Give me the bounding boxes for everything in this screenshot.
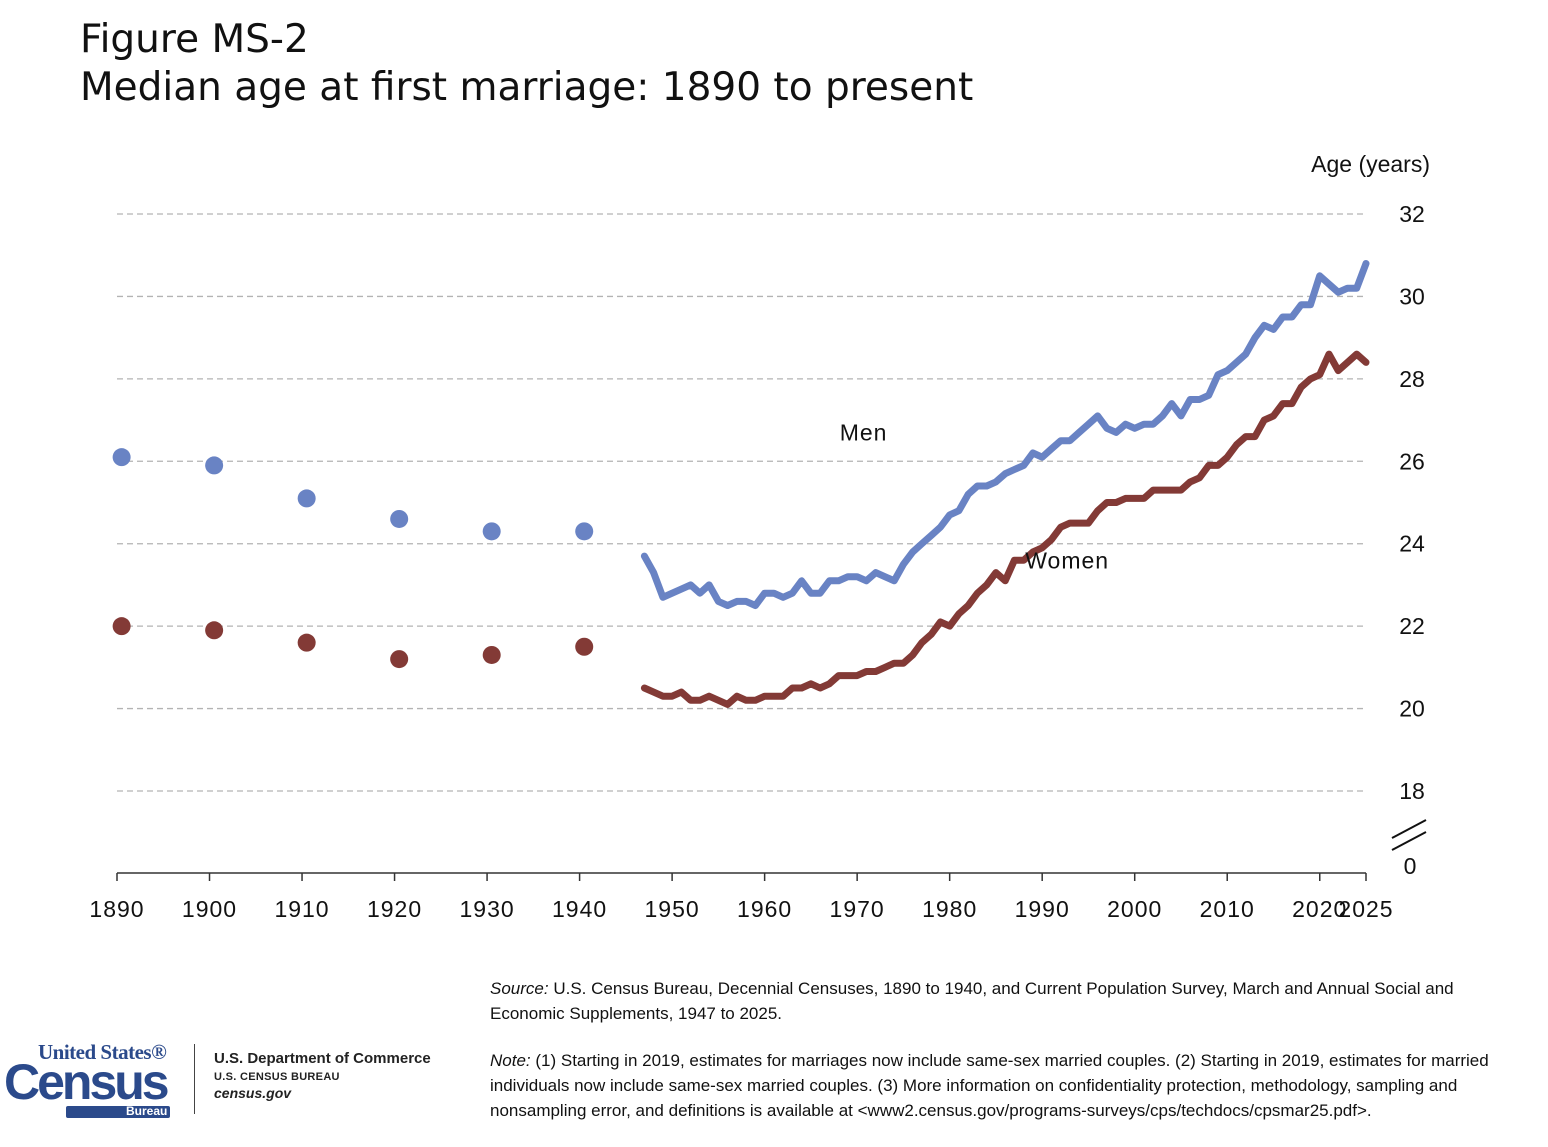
men-census-point-1920	[390, 509, 409, 528]
women-census-point-1940	[575, 637, 594, 656]
women-census-point-1920	[390, 650, 409, 669]
department-block: U.S. Department of Commerce U.S. CENSUS …	[214, 1050, 431, 1101]
x-tick-label-1890: 1890	[89, 896, 144, 922]
y-tick-label-zero: 0	[1404, 853, 1417, 879]
series	[112, 260, 1370, 708]
figure-number: Figure MS-2	[80, 17, 309, 62]
series-men	[112, 260, 1370, 609]
census-website: census.gov	[214, 1085, 292, 1101]
x-tick-label-1980: 1980	[922, 896, 977, 922]
x-tick-label-1920: 1920	[367, 896, 422, 922]
y-tick-label-20: 20	[1399, 696, 1425, 722]
x-tick-label-1970: 1970	[830, 896, 885, 922]
x-axis-ticks: 1890 1900 1910 1920 1930 1940 1950 1960 1970 1980…	[89, 873, 1393, 922]
x-tick-label-1960: 1960	[737, 896, 792, 922]
chart-title: Median age at first marriage: 1890 to pr…	[80, 65, 974, 110]
x-tick-label-1900: 1900	[182, 896, 237, 922]
axis-break-mark	[1391, 831, 1427, 851]
x-tick-label-2010: 2010	[1200, 896, 1255, 922]
note-label: Note:	[490, 1051, 531, 1070]
y-tick-label-18: 18	[1399, 778, 1425, 804]
x-tick-label-1990: 1990	[1015, 896, 1070, 922]
note-text: (1) Starting in 2019, estimates for marr…	[490, 1051, 1489, 1120]
women-census-point-1890	[112, 617, 131, 636]
men-census-point-1940	[575, 522, 594, 541]
x-tick-label-1910: 1910	[274, 896, 329, 922]
logo-bar	[66, 1106, 170, 1118]
x-tick-label-2020: 2020	[1292, 896, 1347, 922]
bureau-name: U.S. CENSUS BUREAU	[214, 1071, 340, 1083]
source-text: U.S. Census Bureau, Decennial Censuses, …	[490, 979, 1454, 1023]
y-tick-label-24: 24	[1399, 531, 1425, 557]
x-tick-label-1950: 1950	[645, 896, 700, 922]
x-tick-label-2025: 2025	[1338, 896, 1393, 922]
men-census-point-1930	[482, 522, 501, 541]
gridlines	[117, 213, 1366, 792]
logo-census-wordmark: Census	[4, 1054, 170, 1110]
men-census-point-1900	[205, 456, 224, 475]
logo-bureau: Bureau	[126, 1104, 168, 1118]
logo-united-states: United States®	[38, 1040, 167, 1064]
footer-divider	[194, 1044, 195, 1114]
series-label-men: Men	[840, 420, 888, 446]
men-line	[640, 260, 1370, 609]
axis-break-mark	[1391, 819, 1427, 839]
y-tick-label-22: 22	[1399, 613, 1425, 639]
men-census-point-1910	[297, 489, 316, 508]
x-tick-label-1930: 1930	[459, 896, 514, 922]
women-census-point-1930	[482, 645, 501, 664]
x-tick-label-1940: 1940	[552, 896, 607, 922]
series-women	[112, 350, 1370, 708]
men-census-point-1890	[112, 448, 131, 467]
census-logo: United States® Census Bureau	[4, 1040, 184, 1120]
y-tick-label-30: 30	[1399, 283, 1425, 309]
y-axis-ticks: 32 30 28 26 24 22 20 18 0	[1391, 201, 1427, 879]
y-tick-label-26: 26	[1399, 448, 1425, 474]
line-chart: Age (years) 32 30 28 26 24 22 20 18 0 1890 1900 19…	[89, 151, 1430, 922]
footnote: Note: (1) Starting in 2019, estimates fo…	[490, 1048, 1530, 1123]
y-tick-label-28: 28	[1399, 366, 1425, 392]
women-census-point-1900	[205, 621, 224, 640]
y-axis-label: Age (years)	[1311, 151, 1430, 177]
y-tick-label-32: 32	[1399, 201, 1425, 227]
source-label: Source:	[490, 979, 549, 998]
women-census-point-1910	[297, 633, 316, 652]
series-label-women: Women	[1025, 547, 1109, 573]
series-labels: Men Women	[840, 420, 1109, 574]
source-note: Source: U.S. Census Bureau, Decennial Ce…	[490, 976, 1530, 1026]
x-tick-label-2000: 2000	[1107, 896, 1162, 922]
department-name: U.S. Department of Commerce	[214, 1050, 431, 1067]
women-line	[640, 350, 1370, 708]
